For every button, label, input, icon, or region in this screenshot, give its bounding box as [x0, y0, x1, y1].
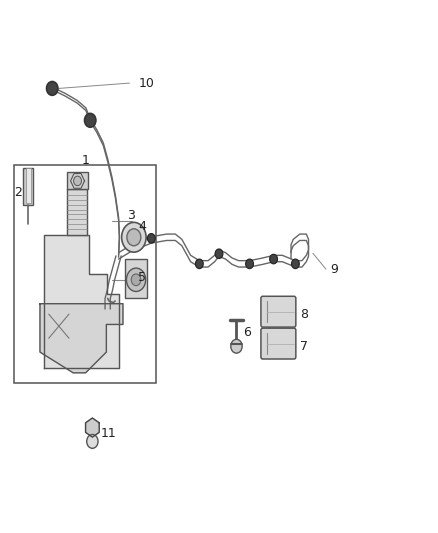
- Circle shape: [291, 259, 299, 269]
- Text: 10: 10: [138, 77, 154, 90]
- Text: 7: 7: [300, 340, 308, 353]
- Circle shape: [122, 222, 146, 252]
- Text: 2: 2: [14, 185, 21, 199]
- Polygon shape: [67, 189, 87, 235]
- Text: 3: 3: [127, 209, 135, 222]
- Circle shape: [131, 274, 141, 286]
- Circle shape: [246, 259, 254, 269]
- Circle shape: [85, 114, 96, 127]
- FancyBboxPatch shape: [261, 328, 296, 359]
- Polygon shape: [85, 418, 99, 437]
- Circle shape: [270, 254, 278, 264]
- Circle shape: [231, 340, 242, 353]
- Bar: [67, 172, 88, 189]
- Bar: [23, 168, 33, 205]
- Circle shape: [127, 268, 146, 292]
- Circle shape: [46, 82, 58, 95]
- FancyBboxPatch shape: [261, 296, 296, 327]
- Bar: [125, 259, 147, 298]
- Text: 1: 1: [81, 154, 89, 167]
- Bar: [14, 165, 155, 383]
- Circle shape: [87, 434, 98, 448]
- Text: 4: 4: [138, 220, 146, 233]
- Circle shape: [127, 229, 141, 246]
- Polygon shape: [40, 304, 123, 373]
- Circle shape: [215, 249, 223, 259]
- Circle shape: [195, 259, 203, 269]
- Polygon shape: [44, 235, 119, 368]
- Text: 11: 11: [101, 427, 117, 440]
- Text: 9: 9: [330, 263, 338, 276]
- Bar: [25, 168, 31, 203]
- Text: 8: 8: [300, 308, 308, 321]
- Circle shape: [148, 233, 155, 243]
- Text: 6: 6: [243, 326, 251, 340]
- Text: 5: 5: [138, 271, 146, 284]
- Circle shape: [74, 176, 81, 185]
